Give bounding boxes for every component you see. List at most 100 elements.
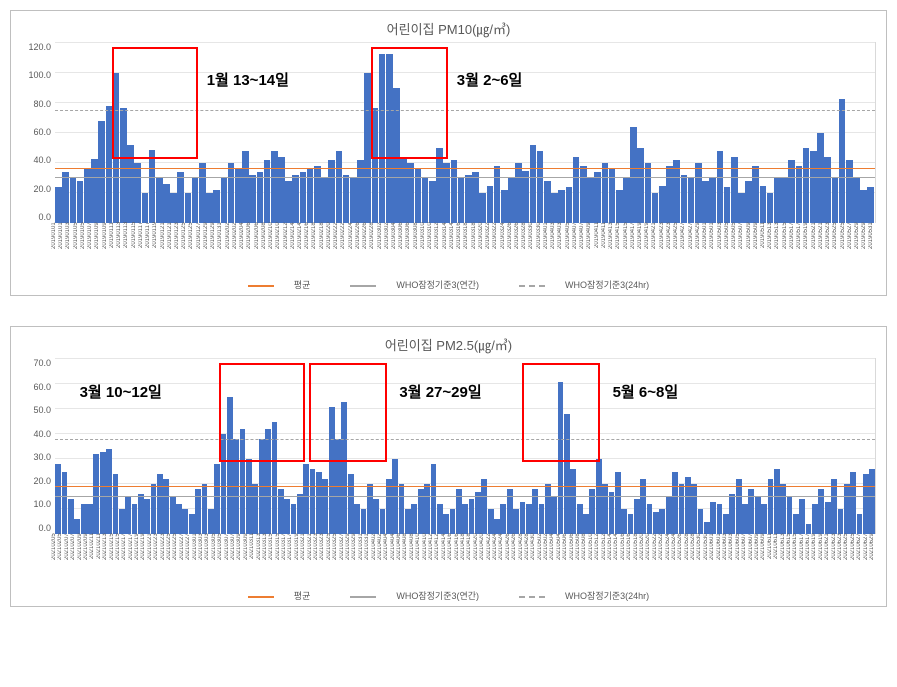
bar	[257, 172, 264, 223]
bar	[113, 474, 119, 534]
bar	[787, 497, 793, 535]
bar	[393, 88, 400, 223]
x-tick: 20190308	[413, 222, 420, 274]
bar	[329, 407, 335, 534]
bar	[520, 502, 526, 535]
x-tick: 20210530	[696, 533, 702, 585]
bar	[831, 479, 837, 534]
bar	[246, 459, 252, 534]
bar	[653, 512, 659, 535]
bar	[300, 172, 307, 223]
x-tick: 20190505	[724, 222, 731, 274]
bar	[284, 499, 290, 534]
bar	[157, 474, 163, 534]
bar	[386, 479, 392, 534]
bar	[810, 151, 817, 223]
bar	[206, 193, 213, 223]
x-tick: 20210430	[530, 533, 536, 585]
bar	[70, 178, 77, 223]
legend-label: WHO잠정기준3(연간)	[396, 280, 479, 290]
bar	[812, 504, 818, 534]
bar	[62, 472, 68, 535]
x-tick: 20190228	[369, 222, 376, 274]
bar	[127, 145, 134, 223]
y-axis: 120.0100.080.060.040.020.00.0	[21, 42, 55, 222]
bar	[189, 514, 195, 534]
bar	[151, 484, 157, 534]
x-tick: 20190115	[131, 222, 138, 274]
x-tick: 20190521	[811, 222, 818, 274]
bar	[522, 171, 529, 224]
x-tick: 20190521	[818, 222, 825, 274]
bar	[199, 163, 206, 223]
x-tick: 20190226	[355, 222, 362, 274]
bar	[774, 469, 780, 534]
x-tick: 20210209	[77, 533, 83, 585]
x-tick: 20190409	[586, 222, 593, 274]
bar	[702, 181, 709, 223]
bar	[411, 504, 417, 534]
bar	[399, 484, 405, 534]
bar	[142, 193, 149, 223]
bar	[77, 181, 84, 223]
x-tick: 20190423	[659, 222, 666, 274]
bar	[500, 504, 506, 534]
bar	[573, 157, 580, 223]
y-tick: 30.0	[33, 452, 51, 462]
bar	[431, 464, 437, 534]
bar	[645, 163, 652, 223]
bar	[314, 166, 321, 223]
x-tick: 20210514	[613, 533, 619, 585]
bar	[119, 509, 125, 534]
x-tick: 20210607	[741, 533, 747, 585]
x-tick: 20190519	[803, 222, 810, 274]
bar	[462, 504, 468, 534]
bar	[176, 504, 182, 534]
x-tick: 20210520	[645, 533, 651, 585]
x-tick: 20210621	[824, 533, 830, 585]
x-tick: 20210426	[511, 533, 517, 585]
bar	[628, 514, 634, 534]
x-tick: 20210329	[351, 533, 357, 585]
bar	[803, 148, 810, 223]
x-tick: 20190527	[847, 222, 854, 274]
x-tick: 20210418	[466, 533, 472, 585]
x-tick: 20190531	[868, 222, 875, 274]
x-tick: 20210613	[780, 533, 786, 585]
bar	[781, 178, 788, 223]
bar	[341, 402, 347, 535]
bar	[278, 157, 285, 223]
bar	[405, 509, 411, 534]
bar	[515, 163, 522, 223]
x-tick: 20190218	[311, 222, 318, 274]
bar	[793, 514, 799, 534]
x-tick: 20190525	[840, 222, 847, 274]
bar	[596, 459, 602, 534]
bar	[93, 454, 99, 534]
bar	[844, 484, 850, 534]
bar	[731, 157, 738, 223]
bar	[637, 148, 644, 223]
bar	[736, 479, 742, 534]
y-tick: 0.0	[38, 523, 51, 533]
bar	[723, 514, 729, 534]
legend: 평균WHO잠정기준3(연간)WHO잠정기준3(24hr)	[21, 589, 876, 602]
x-tick: 20210404	[383, 533, 389, 585]
bar	[202, 484, 208, 534]
bar	[443, 163, 450, 223]
bar	[106, 449, 112, 534]
x-tick: 20190501	[709, 222, 716, 274]
x-tick: 20190429	[695, 222, 702, 274]
bar	[182, 509, 188, 534]
x-tick: 20210504	[549, 533, 555, 585]
x-tick: 20210225	[172, 533, 178, 585]
bar	[724, 187, 731, 223]
x-tick: 20190131	[217, 222, 224, 274]
bar	[134, 163, 141, 223]
bar	[163, 184, 170, 223]
legend-label: WHO잠정기준3(연간)	[396, 591, 479, 601]
bar	[392, 459, 398, 534]
x-tick: 20190218	[319, 222, 326, 274]
bar	[709, 178, 716, 223]
bar	[310, 469, 316, 534]
